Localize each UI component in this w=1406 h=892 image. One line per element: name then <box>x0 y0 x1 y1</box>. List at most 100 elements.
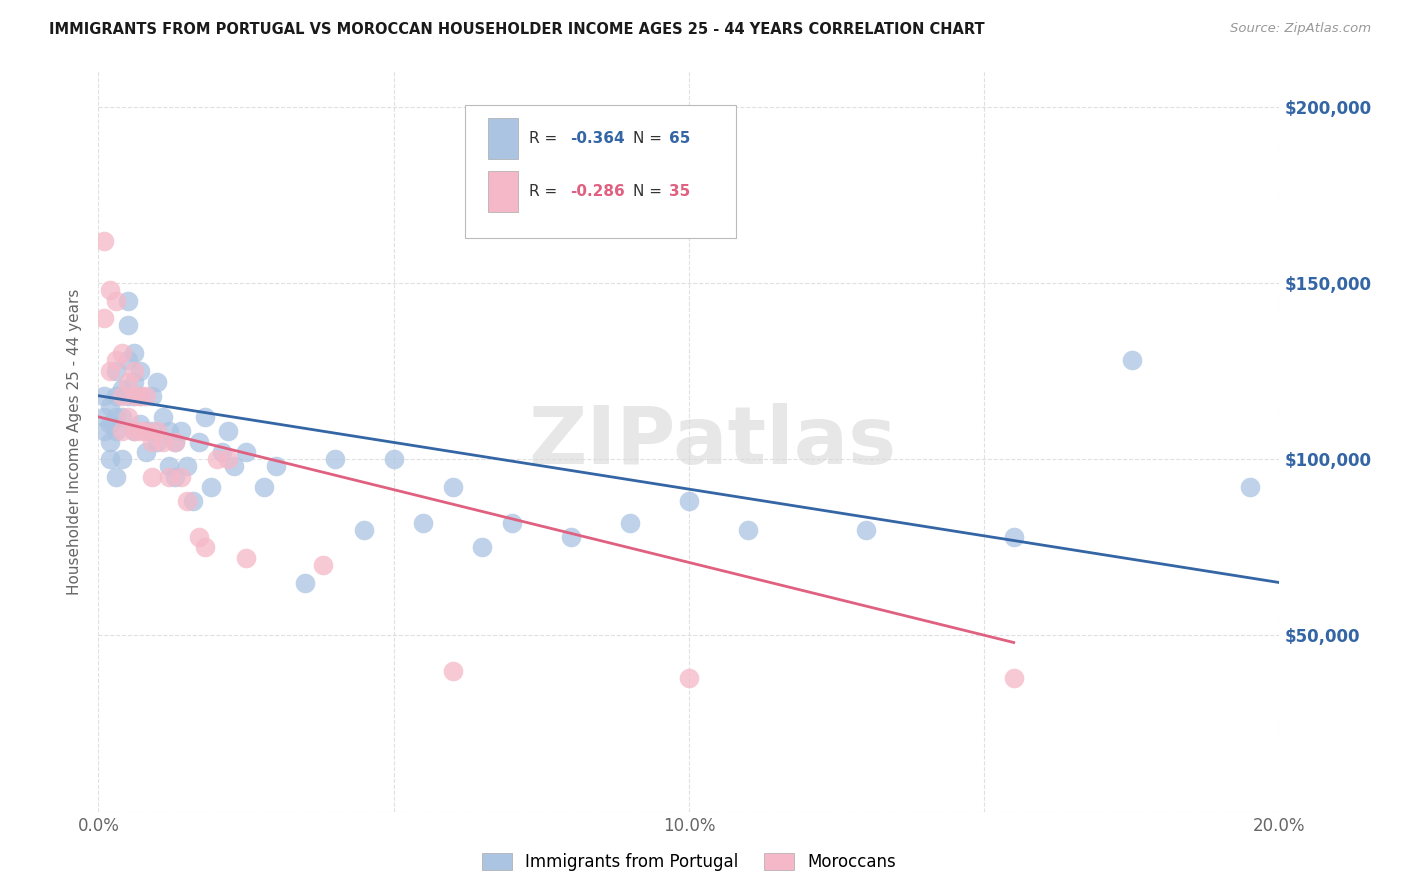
Point <box>105 293 128 308</box>
Point <box>501 516 523 530</box>
Text: N =: N = <box>634 131 668 146</box>
Point <box>111 382 134 396</box>
Point <box>165 434 187 449</box>
FancyBboxPatch shape <box>488 118 517 159</box>
Point <box>181 494 204 508</box>
Point <box>128 364 150 378</box>
Point <box>141 470 163 484</box>
Point <box>122 424 145 438</box>
Point <box>146 434 169 449</box>
Point <box>105 409 128 424</box>
Point <box>122 346 145 360</box>
Point <box>165 434 187 449</box>
Point <box>157 470 180 484</box>
Point <box>117 375 139 389</box>
Point <box>141 434 163 449</box>
Point <box>176 494 198 508</box>
Point <box>382 452 405 467</box>
Point <box>471 541 494 555</box>
Point <box>105 364 128 378</box>
Point <box>187 530 209 544</box>
Point <box>122 424 145 438</box>
Point <box>117 389 139 403</box>
Point <box>1002 530 1025 544</box>
Point <box>217 452 239 467</box>
Point <box>135 424 157 438</box>
Point <box>855 523 877 537</box>
Text: Source: ZipAtlas.com: Source: ZipAtlas.com <box>1230 22 1371 36</box>
Point <box>146 424 169 438</box>
Point <box>678 671 700 685</box>
Point <box>98 417 121 431</box>
Point <box>217 424 239 438</box>
Point <box>128 389 150 403</box>
Point <box>441 664 464 678</box>
Point <box>128 417 150 431</box>
Text: 65: 65 <box>669 131 690 146</box>
Point <box>141 389 163 403</box>
Point <box>152 409 174 424</box>
Point <box>737 523 759 537</box>
Y-axis label: Householder Income Ages 25 - 44 years: Householder Income Ages 25 - 44 years <box>67 288 83 595</box>
Point <box>1121 353 1143 368</box>
Point <box>122 375 145 389</box>
Point <box>135 389 157 403</box>
Point <box>152 434 174 449</box>
Point <box>235 445 257 459</box>
Point <box>224 459 246 474</box>
Point <box>105 424 128 438</box>
Point <box>117 353 139 368</box>
Text: R =: R = <box>530 184 562 199</box>
Point <box>98 399 121 413</box>
Point <box>105 353 128 368</box>
Point <box>211 445 233 459</box>
Point <box>157 424 180 438</box>
Legend: Immigrants from Portugal, Moroccans: Immigrants from Portugal, Moroccans <box>475 846 903 878</box>
Point <box>105 470 128 484</box>
Text: 35: 35 <box>669 184 690 199</box>
Point <box>141 424 163 438</box>
FancyBboxPatch shape <box>464 104 737 238</box>
Point <box>111 389 134 403</box>
Point <box>170 424 193 438</box>
Point <box>560 530 582 544</box>
Point <box>135 445 157 459</box>
Point <box>93 234 115 248</box>
Point <box>117 293 139 308</box>
Point <box>111 424 134 438</box>
Point <box>165 470 187 484</box>
Text: -0.364: -0.364 <box>569 131 624 146</box>
Point <box>98 434 121 449</box>
Point <box>122 389 145 403</box>
Text: R =: R = <box>530 131 562 146</box>
Point <box>312 558 335 572</box>
Point <box>412 516 434 530</box>
Point <box>294 575 316 590</box>
Point <box>619 516 641 530</box>
Point <box>205 452 228 467</box>
Point <box>1239 480 1261 494</box>
Point <box>187 434 209 449</box>
Point <box>93 311 115 326</box>
Text: IMMIGRANTS FROM PORTUGAL VS MOROCCAN HOUSEHOLDER INCOME AGES 25 - 44 YEARS CORRE: IMMIGRANTS FROM PORTUGAL VS MOROCCAN HOU… <box>49 22 984 37</box>
Point <box>678 494 700 508</box>
Text: -0.286: -0.286 <box>569 184 624 199</box>
Point <box>170 470 193 484</box>
Point <box>135 424 157 438</box>
Point <box>111 452 134 467</box>
Point <box>117 318 139 333</box>
Point <box>122 364 145 378</box>
Point <box>98 364 121 378</box>
Point <box>128 389 150 403</box>
Point <box>157 459 180 474</box>
FancyBboxPatch shape <box>488 171 517 211</box>
Point <box>353 523 375 537</box>
Text: N =: N = <box>634 184 668 199</box>
Point <box>98 283 121 297</box>
Point <box>93 409 115 424</box>
Point <box>323 452 346 467</box>
Point <box>253 480 276 494</box>
Point <box>264 459 287 474</box>
Point <box>111 346 134 360</box>
Point <box>117 409 139 424</box>
